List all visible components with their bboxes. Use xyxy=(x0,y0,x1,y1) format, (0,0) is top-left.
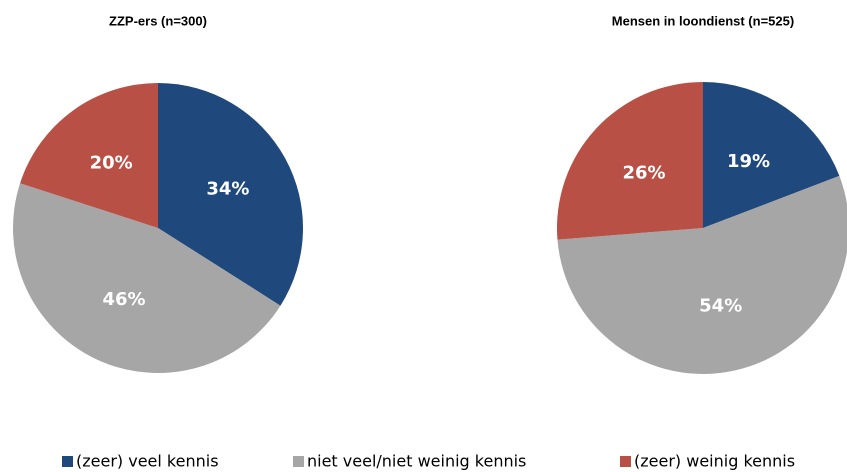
legend-swatch xyxy=(620,456,631,467)
pie-slice xyxy=(703,82,840,228)
data-label: 19% xyxy=(727,151,770,172)
chart-title: ZZP-ers (n=300) xyxy=(109,13,207,28)
pie-slice xyxy=(158,83,303,306)
data-label: 54% xyxy=(699,295,742,316)
legend-label: (zeer) veel kennis xyxy=(76,452,219,471)
legend-label: (zeer) weinig kennis xyxy=(634,452,795,471)
data-label: 26% xyxy=(622,163,665,184)
pie-slice xyxy=(20,83,159,228)
pie-slice xyxy=(557,82,703,240)
pie-slice xyxy=(13,183,281,373)
pie-slice xyxy=(557,175,847,374)
data-label: 46% xyxy=(102,289,145,310)
data-label: 20% xyxy=(90,152,133,173)
legend-label: niet veel/niet weinig kennis xyxy=(307,452,526,471)
chart-title: Mensen in loondienst (n=525) xyxy=(612,13,794,28)
legend-swatch xyxy=(62,456,73,467)
legend-swatch xyxy=(293,456,304,467)
data-label: 34% xyxy=(206,179,249,200)
